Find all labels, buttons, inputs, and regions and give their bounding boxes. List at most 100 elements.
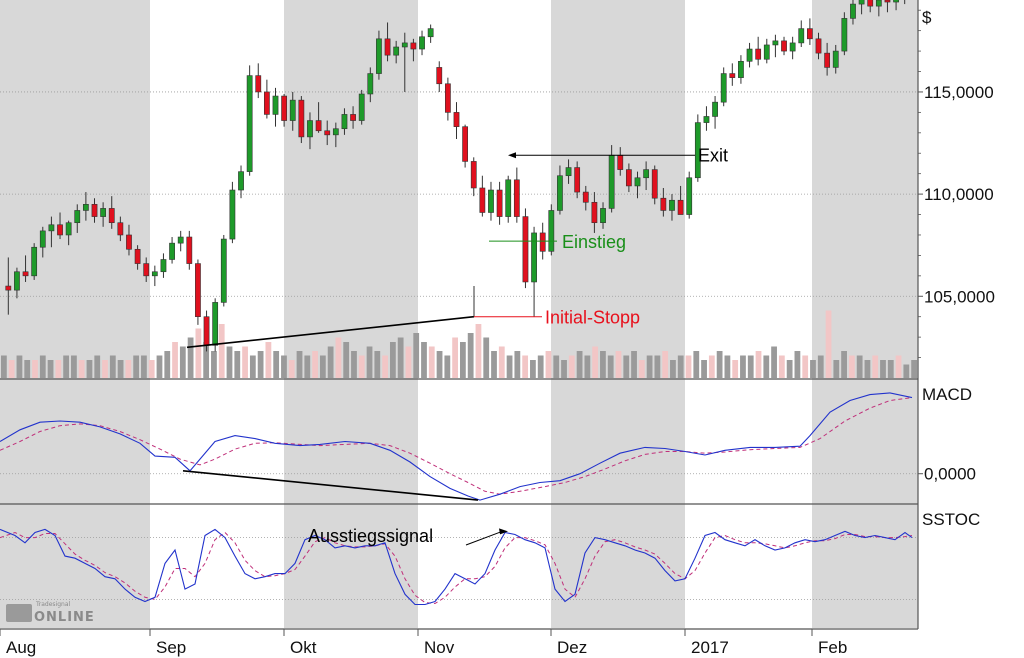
volume-bar [366, 346, 373, 378]
candle-body [220, 238, 227, 303]
candle [867, 0, 874, 13]
candle-body [65, 222, 72, 236]
candle [238, 165, 244, 199]
volume-bar [16, 355, 23, 378]
volume-bar [872, 355, 879, 378]
volume-bar [343, 342, 350, 378]
volume-bar [319, 355, 326, 378]
volume-bar [1, 355, 7, 378]
candle [669, 194, 675, 221]
candle [850, 0, 856, 25]
volume-bar [265, 342, 272, 378]
volume-bar [281, 355, 287, 378]
candle [74, 204, 81, 233]
volume-bar [701, 360, 707, 378]
volume-bar [848, 355, 855, 378]
candle-body [307, 120, 313, 138]
candle [272, 87, 279, 127]
volume-bar [716, 351, 723, 378]
candle-body [651, 169, 658, 199]
volume-bar [397, 337, 404, 378]
candle-body [315, 120, 322, 132]
candle-body [134, 248, 141, 264]
candle-body [677, 199, 684, 215]
candle-body [238, 171, 244, 191]
candle-body [841, 18, 848, 52]
volume-bar [39, 355, 46, 378]
volume-bar [94, 355, 101, 378]
candle [436, 61, 443, 92]
candle-body [393, 46, 400, 56]
candle-body [669, 199, 675, 211]
candle [14, 267, 20, 299]
candle-body [143, 263, 150, 277]
volume-bar [428, 346, 435, 378]
candle-body [781, 40, 787, 52]
candle-body [789, 42, 796, 52]
volume-bar [203, 342, 210, 378]
month-label: 2017 [691, 638, 729, 657]
volume-bar [747, 355, 754, 378]
candle-body [427, 28, 434, 38]
volume-bar [195, 328, 202, 378]
candle-body [582, 191, 589, 203]
candle-body [815, 38, 822, 54]
candle-body [57, 224, 63, 236]
candle [332, 122, 339, 148]
volume-bar [825, 310, 832, 378]
volume-bar [249, 355, 256, 378]
volume-bar [8, 360, 15, 378]
candle-body [298, 99, 305, 138]
volume-bar [327, 346, 334, 378]
candle-body [625, 169, 632, 187]
volume-bar [615, 351, 622, 378]
candle [367, 67, 374, 103]
candle-body [763, 44, 770, 60]
volume-bar [351, 351, 357, 378]
watermark-big: ONLINE [34, 610, 95, 625]
volume-bar [296, 351, 303, 378]
candle [39, 226, 46, 258]
volume-bar [623, 355, 630, 378]
candle [160, 253, 167, 278]
candle [151, 265, 158, 287]
candle [470, 157, 477, 197]
candle-body [522, 216, 529, 283]
volume-bar [506, 355, 513, 378]
volume-bar [677, 355, 684, 378]
einstieg-label: Einstieg [562, 232, 626, 252]
month-label: Nov [424, 638, 455, 657]
volume-bar [514, 351, 521, 378]
candle [65, 220, 72, 246]
volume-bar [646, 355, 653, 378]
candle [134, 245, 141, 270]
initial-stopp-label: Initial-Stopp [545, 308, 640, 328]
ausstiegssignal-arrowhead [499, 528, 508, 535]
candle-body [806, 28, 813, 40]
volume-bar [257, 351, 264, 378]
volume-bar [584, 355, 591, 378]
volume-bar [234, 351, 241, 378]
month-band-Aug [0, 0, 150, 628]
candle [126, 224, 132, 256]
volume-bar [810, 360, 816, 378]
candle-body [324, 130, 331, 136]
volume-bar [187, 337, 194, 378]
volume-bar [887, 360, 894, 378]
candle [600, 202, 606, 229]
candle-body [660, 197, 667, 211]
candle-body [281, 95, 288, 121]
price-tick-label: 115,0000 [924, 83, 994, 102]
volume-bar [421, 342, 427, 378]
candle-body [126, 234, 132, 250]
candle [143, 257, 150, 282]
candle-body [419, 36, 425, 50]
candle-body [643, 169, 650, 179]
candle [522, 208, 529, 289]
candle-body [608, 154, 615, 209]
volume-bar [600, 351, 606, 378]
candle [677, 185, 684, 215]
month-band-Okt [284, 0, 418, 628]
candle [496, 181, 503, 225]
